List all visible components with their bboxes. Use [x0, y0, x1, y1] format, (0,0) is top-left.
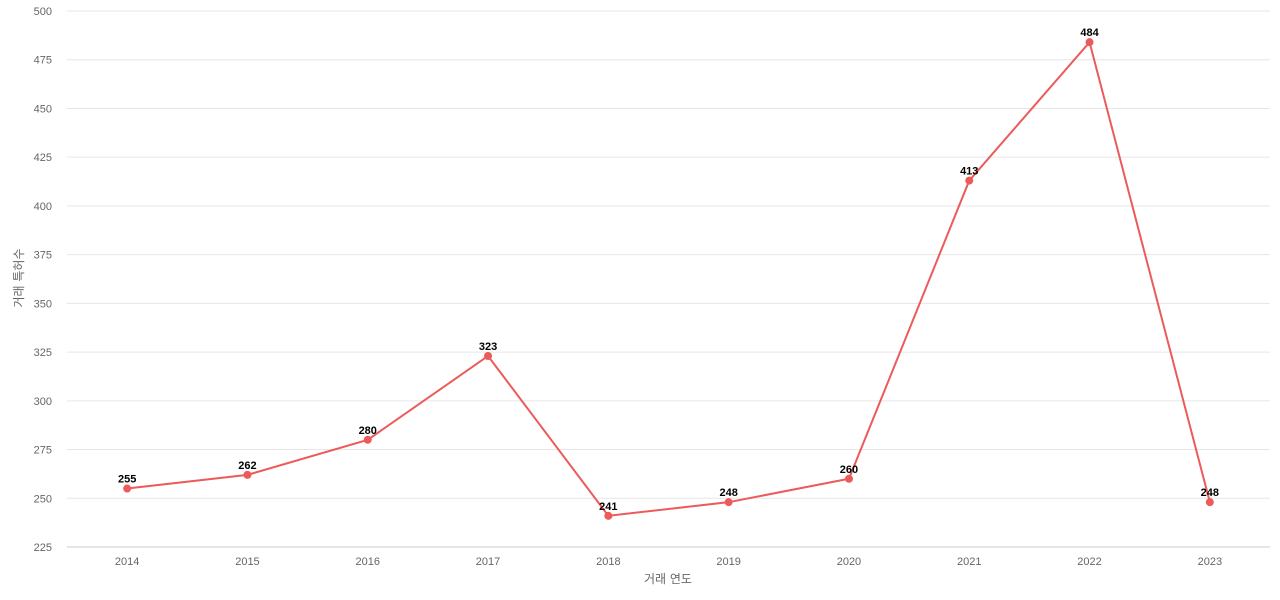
x-tick-label: 2016	[356, 556, 380, 568]
data-point[interactable]	[1085, 38, 1094, 47]
x-tick-label: 2018	[596, 556, 620, 568]
y-tick-label: 425	[34, 152, 52, 164]
y-axis-title: 거래 특허수	[12, 248, 26, 307]
y-tick-label: 300	[34, 396, 52, 408]
x-axis-ticks: 2014 2015 2016 2017 2018 2019 2020 2021 2022 2023	[115, 556, 1222, 568]
y-tick-label: 400	[34, 201, 52, 213]
y-tick-label: 325	[34, 347, 52, 359]
y-tick-label: 500	[34, 6, 52, 18]
data-label: 241	[599, 501, 617, 513]
y-tick-label: 275	[34, 445, 52, 457]
y-tick-label: 450	[34, 103, 52, 115]
data-label: 248	[1201, 487, 1219, 499]
x-axis-title: 거래 연도	[644, 572, 692, 586]
x-tick-label: 2023	[1198, 556, 1222, 568]
y-tick-label: 375	[34, 250, 52, 262]
data-label: 262	[238, 460, 256, 472]
x-tick-label: 2014	[115, 556, 139, 568]
data-point[interactable]	[243, 470, 252, 479]
x-tick-label: 2019	[716, 556, 740, 568]
series-line	[127, 40, 1211, 517]
data-points	[123, 38, 1214, 520]
data-point[interactable]	[484, 351, 493, 360]
data-point[interactable]	[1205, 498, 1214, 507]
y-tick-label: 225	[34, 542, 52, 554]
y-tick-label: 250	[34, 493, 52, 505]
grid-lines	[67, 10, 1270, 548]
x-tick-label: 2015	[235, 556, 259, 568]
data-label: 484	[1080, 27, 1099, 39]
data-point[interactable]	[604, 511, 613, 520]
x-tick-label: 2017	[476, 556, 500, 568]
x-tick-label: 2022	[1077, 556, 1101, 568]
y-axis-ticks: 225 250 275 300 325 350 375 400 425 450 475 500	[34, 6, 52, 554]
data-label: 248	[719, 487, 737, 499]
data-label: 255	[118, 474, 136, 486]
data-label: 413	[960, 166, 978, 178]
x-tick-label: 2020	[837, 556, 861, 568]
data-point[interactable]	[123, 484, 132, 493]
data-label: 260	[840, 464, 858, 476]
data-point[interactable]	[965, 176, 974, 185]
data-label: 323	[479, 341, 497, 353]
y-tick-label: 350	[34, 298, 52, 310]
data-point[interactable]	[844, 474, 853, 483]
x-tick-label: 2021	[957, 556, 981, 568]
y-tick-label: 475	[34, 55, 52, 67]
data-label: 280	[359, 425, 377, 437]
data-point[interactable]	[363, 435, 372, 444]
data-point[interactable]	[724, 498, 733, 507]
data-labels: 255 262 280 323 241 248 260 413 484 248	[118, 27, 1219, 513]
